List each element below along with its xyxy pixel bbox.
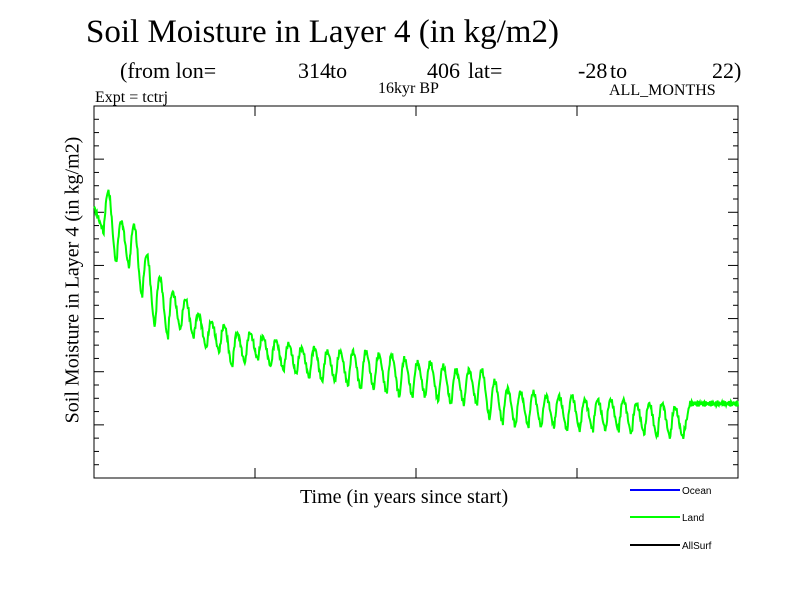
series-line-land (93, 189, 739, 441)
experiment-label: Expt = tctrj (95, 89, 169, 106)
legend-label-allsurf: AllSurf (682, 541, 712, 552)
legend-label-ocean: Ocean (682, 486, 711, 497)
subtitle-lat-start: -28 (578, 58, 608, 83)
series-layer (93, 189, 739, 441)
chart-title: Soil Moisture in Layer 4 (in kg/m2) (86, 14, 559, 50)
subtitle-to-label-1: to (330, 58, 348, 83)
plot-axes (93, 105, 739, 479)
subtitle-lon-start: 314 (298, 58, 331, 83)
subtitle-lat-label: lat= (468, 58, 503, 83)
subtitle-from-label: (from lon= (120, 58, 217, 83)
period-label: 16kyr BP (378, 80, 439, 97)
legend-label-land: Land (682, 513, 704, 524)
legend: Ocean Land AllSurf (630, 486, 712, 552)
subtitle-lat-end: 22) (712, 58, 742, 83)
subtitle-to-label-2: to (610, 58, 628, 83)
months-label: ALL_MONTHS (609, 82, 716, 99)
subtitle-lon-end: 406 (427, 58, 460, 83)
x-axis-label: Time (in years since start) (300, 486, 509, 508)
